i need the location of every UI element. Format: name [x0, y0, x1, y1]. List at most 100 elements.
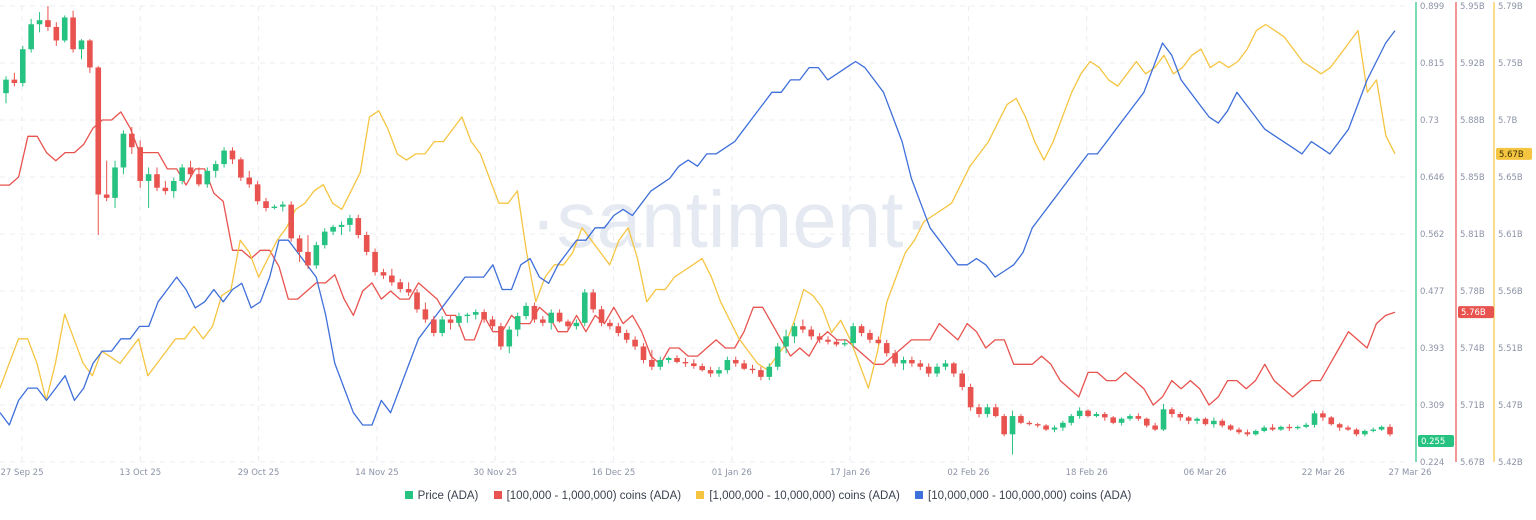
candle-body: [1001, 416, 1007, 435]
candle-body: [489, 319, 496, 327]
candle-body: [380, 272, 387, 276]
candle-body: [1320, 413, 1326, 418]
candle-body: [732, 359, 739, 364]
candle-body: [766, 366, 773, 377]
candle-body: [464, 314, 471, 317]
candle-body: [187, 167, 194, 175]
y-tick-label: 5.81B: [1460, 230, 1485, 240]
candle-body: [724, 359, 731, 371]
candle-body: [296, 238, 303, 252]
legend-label: [10,000,000 - 100,000,000) coins (ADA): [928, 490, 1132, 502]
y-tick-label: 0.562: [1420, 230, 1444, 240]
y-tick-label: 0.815: [1420, 59, 1444, 69]
candle-body: [1185, 417, 1192, 421]
candle-body: [942, 363, 949, 367]
candle-body: [212, 164, 219, 171]
candle-body: [1252, 430, 1259, 435]
candle-body: [439, 319, 445, 333]
candle-body: [129, 133, 135, 148]
y-tick-label: 0.646: [1420, 173, 1444, 183]
y-tick-label: 5.65B: [1498, 173, 1523, 183]
candle-body: [1387, 426, 1393, 435]
candle-body: [749, 368, 756, 371]
candle-body: [858, 326, 865, 333]
candle-body: [271, 206, 278, 208]
y-tick-label: 5.7B: [1498, 116, 1518, 126]
legend-label: [100,000 - 1,000,000) coins (ADA): [506, 490, 682, 502]
y-tick-label: 5.61B: [1498, 230, 1523, 240]
candle-body: [1076, 410, 1083, 417]
candle-body: [313, 245, 320, 266]
x-tick-label: 18 Feb 26: [1066, 468, 1108, 478]
candle-body: [1177, 414, 1184, 418]
candle-body: [1278, 426, 1284, 430]
candle-body: [1051, 427, 1058, 430]
candle-body: [514, 316, 521, 330]
candle-body: [649, 359, 655, 367]
candle-body: [1060, 422, 1066, 428]
candle-body: [19, 49, 26, 84]
watermark: ·santiment·: [530, 175, 930, 264]
y-tick-label: 0.309: [1420, 401, 1444, 411]
candle-body: [103, 194, 110, 198]
candle-body: [1160, 409, 1167, 430]
candle-body: [1068, 416, 1075, 423]
candle-body: [665, 357, 672, 360]
candle-body: [640, 346, 647, 360]
candle-body: [1353, 429, 1360, 435]
candle-body: [204, 170, 211, 185]
candle-body: [389, 275, 395, 283]
candle-body: [1127, 416, 1133, 419]
candle-body: [363, 235, 370, 252]
legend-item-price[interactable]: Price (ADA): [404, 490, 478, 502]
candle-body: [1294, 426, 1301, 429]
candle-body: [254, 184, 261, 202]
candle-body: [305, 251, 311, 266]
candle-body: [70, 17, 76, 50]
y-tick-label: 5.67B: [1460, 458, 1485, 468]
x-tick-label: 02 Feb 26: [947, 468, 989, 478]
candle-body: [565, 321, 571, 327]
chart-legend: Price (ADA) [100,000 - 1,000,000) coins …: [0, 490, 1536, 502]
candle-body: [1118, 418, 1125, 423]
candle-body: [791, 326, 798, 337]
legend-label: [1,000,000 - 10,000,000) coins (ADA): [709, 490, 900, 502]
candle-body: [1328, 417, 1335, 425]
candle-body: [1236, 429, 1242, 433]
candle-body: [707, 370, 714, 374]
candle-body: [548, 312, 555, 323]
legend-item-10m-100m[interactable]: [10,000,000 - 100,000,000) coins (ADA): [915, 490, 1131, 502]
x-tick-label: 13 Oct 25: [119, 468, 161, 478]
candle-body: [682, 362, 689, 364]
y-tick-label: 5.42B: [1498, 458, 1523, 468]
candle-body: [741, 363, 747, 369]
candle-body: [472, 312, 479, 315]
candle-body: [456, 316, 462, 323]
legend-item-1m-10m[interactable]: [1,000,000 - 10,000,000) coins (ADA): [696, 490, 900, 502]
candle-body: [531, 305, 538, 320]
candle-body: [1336, 424, 1343, 428]
current-value-badge: [1418, 435, 1454, 448]
candle-body: [120, 133, 127, 168]
candle-body: [1085, 410, 1091, 417]
y-tick-label: 5.74B: [1460, 344, 1485, 354]
candle-body: [414, 292, 420, 310]
candle-body: [959, 373, 966, 388]
x-tick-label: 27 Mar 26: [1388, 468, 1431, 478]
candle-body: [53, 26, 60, 41]
candle-body: [1110, 417, 1116, 423]
legend-item-100k-1m[interactable]: [100,000 - 1,000,000) coins (ADA): [493, 490, 682, 502]
candle-body: [162, 187, 169, 192]
y-tick-label: 5.51B: [1498, 344, 1523, 354]
candle-body: [397, 282, 404, 290]
grid-lines: [0, 5, 1410, 463]
candle-body: [758, 370, 764, 377]
candle-body: [1261, 427, 1267, 431]
candle-body: [615, 326, 622, 333]
candle-body: [280, 204, 286, 207]
candle-body: [917, 363, 924, 367]
y-tick-label: 5.85B: [1460, 173, 1485, 183]
candle-body: [892, 353, 898, 364]
candle-body: [1303, 424, 1309, 427]
